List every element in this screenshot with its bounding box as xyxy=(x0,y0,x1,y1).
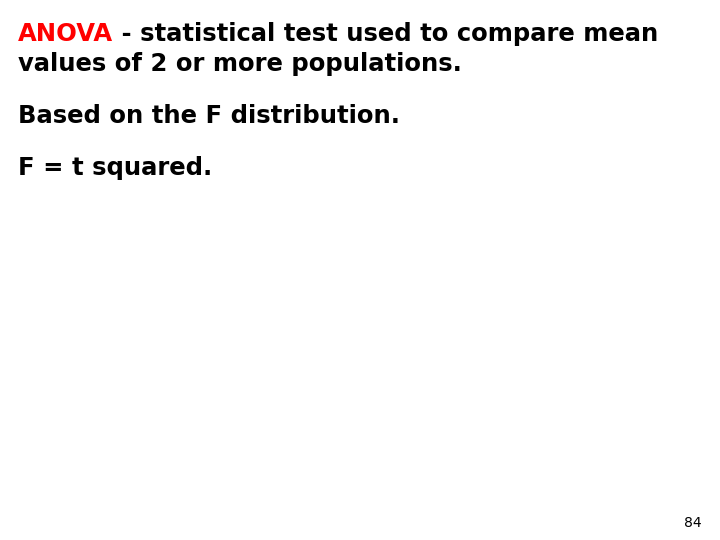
Text: - statistical test used to compare mean: - statistical test used to compare mean xyxy=(113,22,658,46)
Text: 84: 84 xyxy=(685,516,702,530)
Text: values of 2 or more populations.: values of 2 or more populations. xyxy=(18,52,462,76)
Text: Based on the F distribution.: Based on the F distribution. xyxy=(18,104,400,128)
Text: ANOVA: ANOVA xyxy=(18,22,113,46)
Text: F = t squared.: F = t squared. xyxy=(18,156,212,180)
